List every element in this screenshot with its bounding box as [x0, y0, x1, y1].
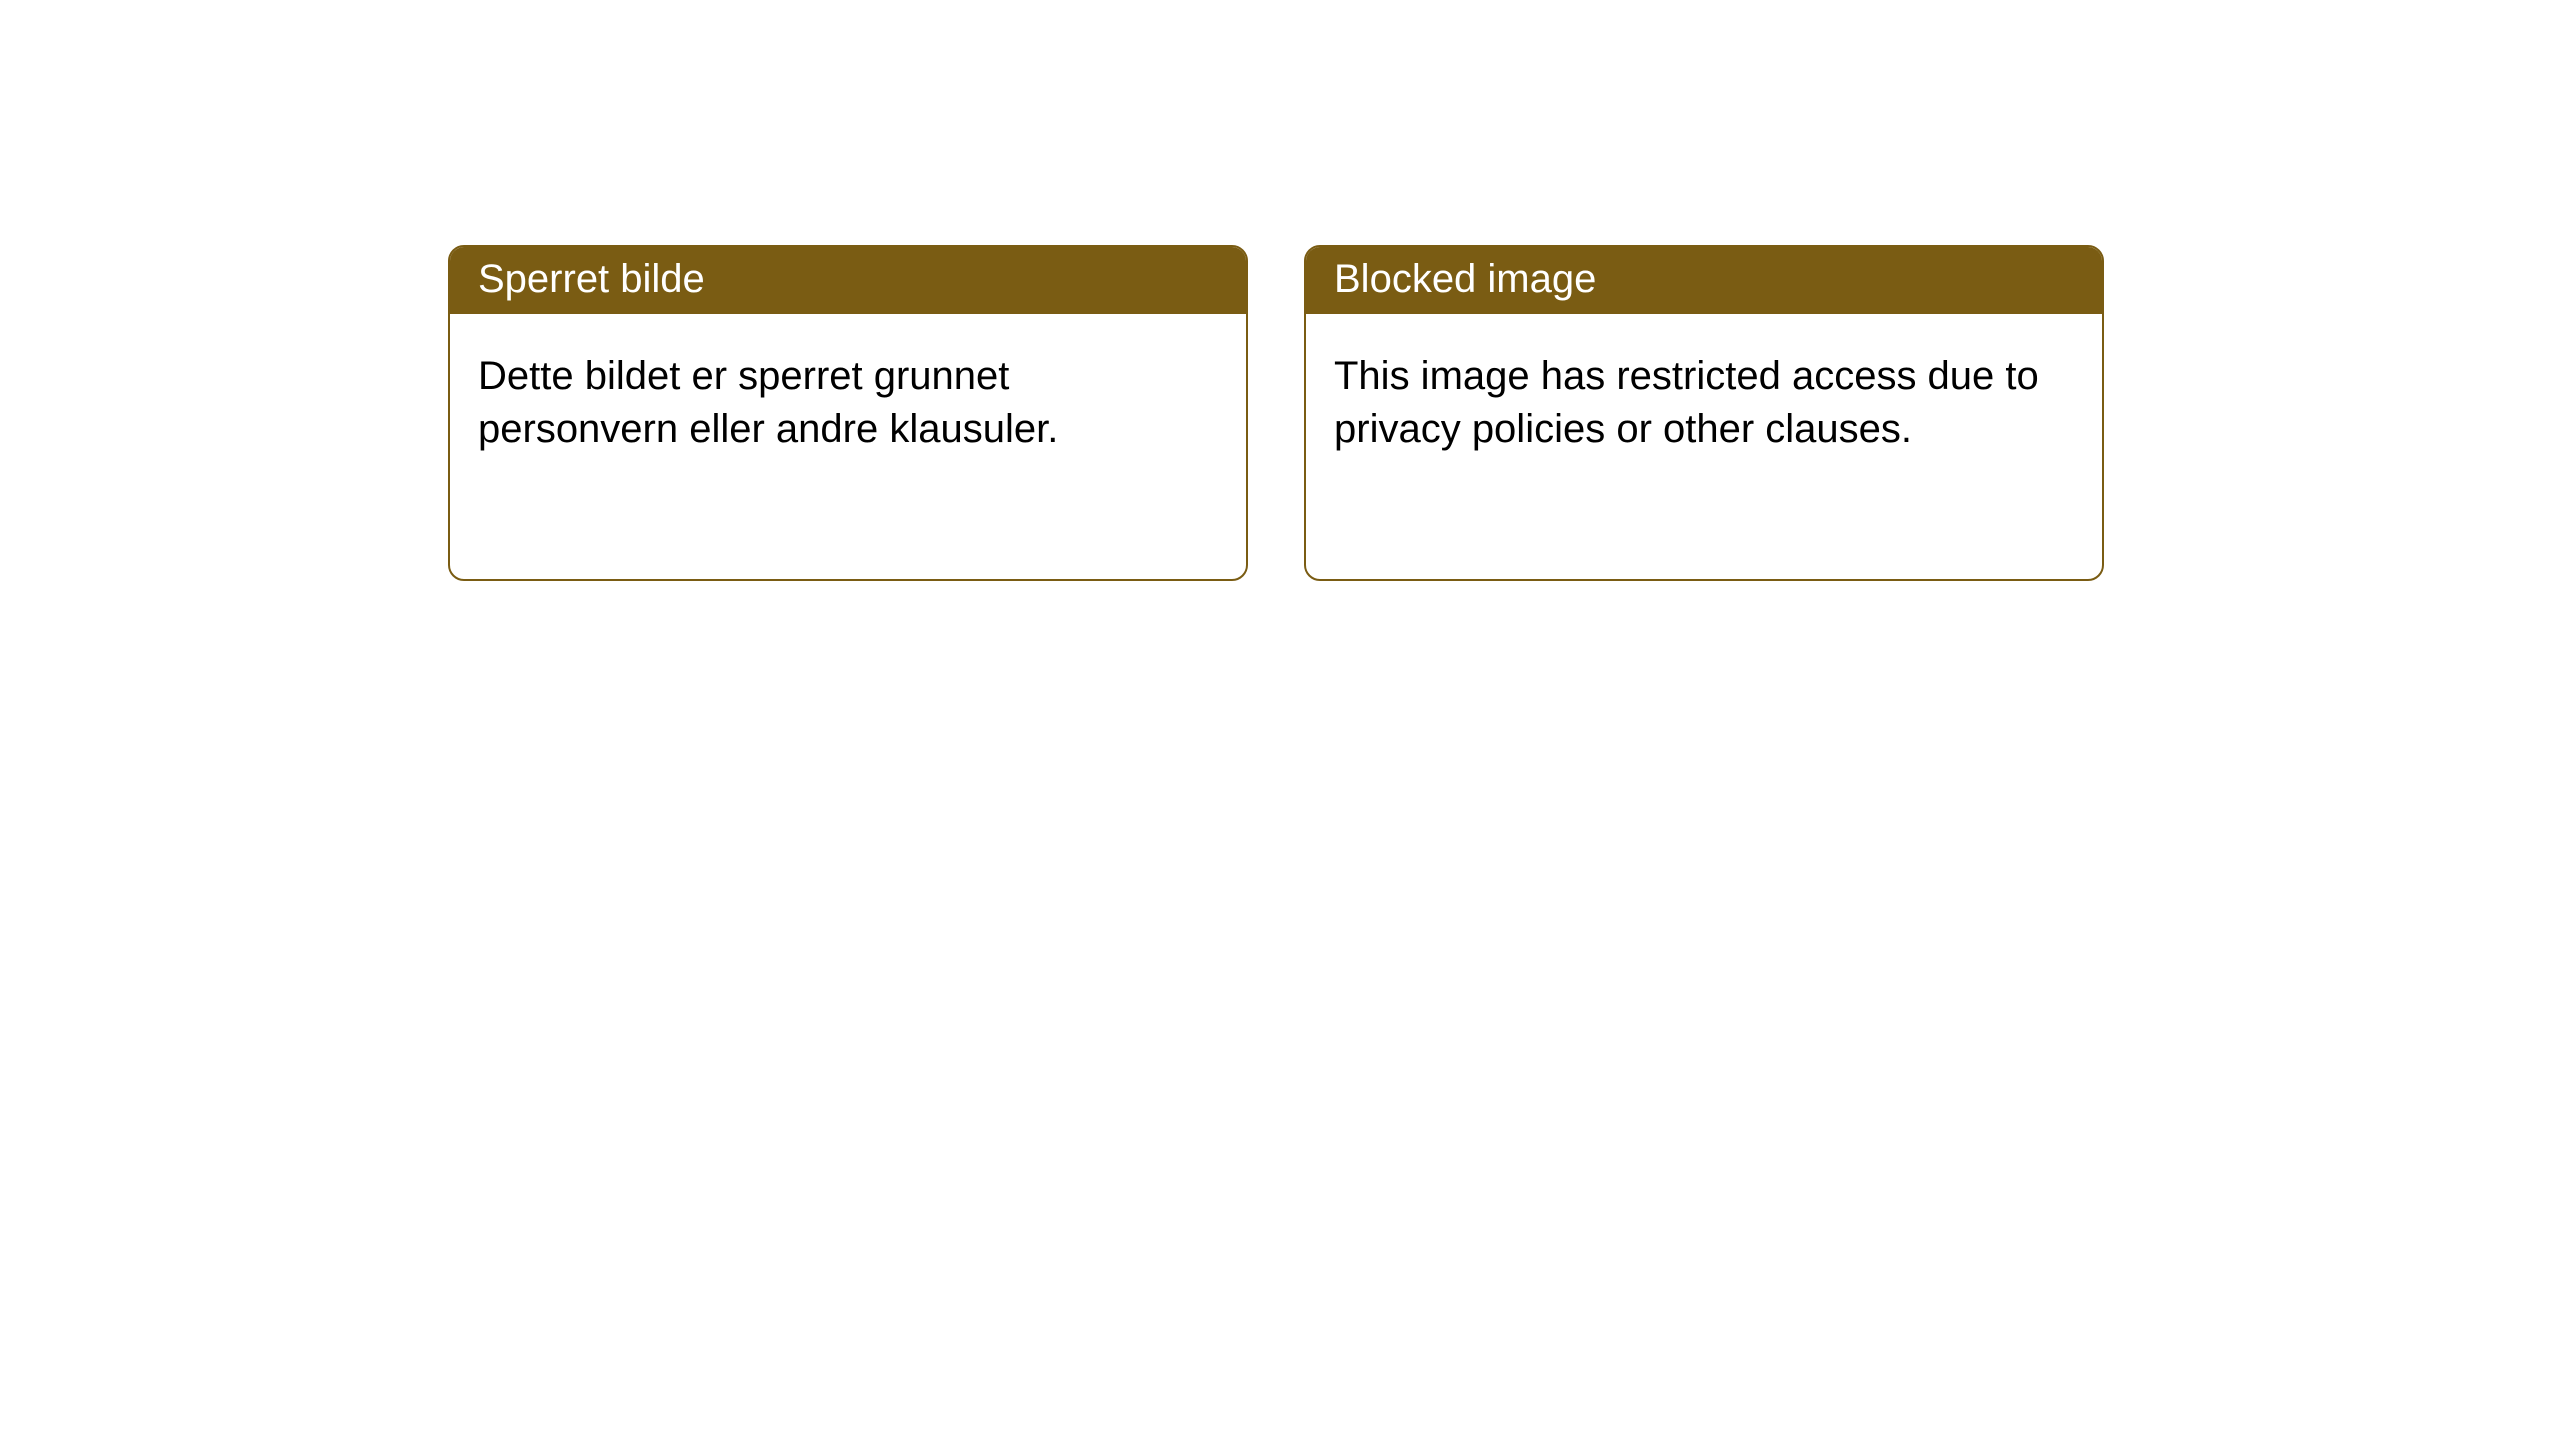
notice-card-body: Dette bildet er sperret grunnet personve… — [450, 314, 1246, 492]
notice-card-body: This image has restricted access due to … — [1306, 314, 2102, 492]
notice-card-english: Blocked image This image has restricted … — [1304, 245, 2104, 581]
notice-container: Sperret bilde Dette bildet er sperret gr… — [448, 245, 2104, 581]
notice-card-norwegian: Sperret bilde Dette bildet er sperret gr… — [448, 245, 1248, 581]
notice-card-title: Sperret bilde — [450, 247, 1246, 314]
notice-card-title: Blocked image — [1306, 247, 2102, 314]
